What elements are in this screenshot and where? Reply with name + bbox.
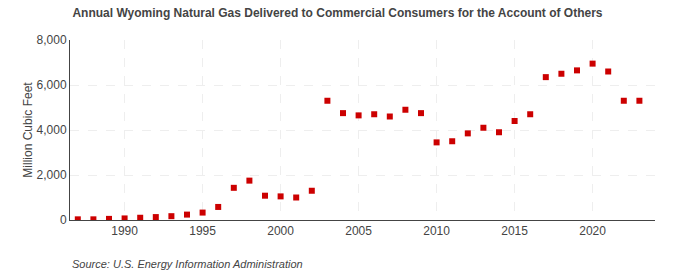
svg-text:2020: 2020 bbox=[579, 224, 606, 238]
svg-text:2015: 2015 bbox=[501, 224, 528, 238]
svg-text:8,000: 8,000 bbox=[37, 33, 67, 47]
svg-text:1990: 1990 bbox=[111, 224, 138, 238]
svg-text:2000: 2000 bbox=[267, 224, 294, 238]
svg-text:Source: U.S. Energy Informatio: Source: U.S. Energy Information Administ… bbox=[72, 258, 303, 270]
svg-text:1995: 1995 bbox=[189, 224, 216, 238]
svg-text:0: 0 bbox=[60, 213, 67, 227]
svg-text:2005: 2005 bbox=[345, 224, 372, 238]
svg-text:2,000: 2,000 bbox=[37, 168, 67, 182]
svg-text:6,000: 6,000 bbox=[37, 78, 67, 92]
svg-text:4,000: 4,000 bbox=[37, 123, 67, 137]
svg-text:Annual Wyoming Natural Gas Del: Annual Wyoming Natural Gas Delivered to … bbox=[72, 6, 602, 20]
svg-text:2010: 2010 bbox=[423, 224, 450, 238]
svg-text:Million Cubic Feet: Million Cubic Feet bbox=[21, 82, 35, 178]
